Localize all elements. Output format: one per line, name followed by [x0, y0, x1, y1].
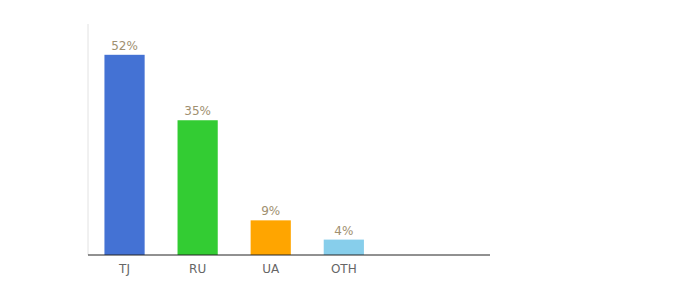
- data-label: 9%: [261, 204, 280, 218]
- x-axis-line: [88, 255, 490, 256]
- chart-container: 52% 35% 9% 4% TJ RU UA OTH: [0, 0, 680, 300]
- x-tick-label: TJ: [118, 262, 130, 276]
- x-tick-labels: TJ RU UA OTH: [118, 262, 357, 276]
- bar: [251, 220, 291, 255]
- data-label: 52%: [111, 39, 138, 53]
- data-labels: 52% 35% 9% 4%: [111, 39, 353, 238]
- chart: 52% 35% 9% 4% TJ RU UA OTH: [0, 0, 680, 300]
- bar: [104, 55, 144, 255]
- bar: [324, 240, 364, 255]
- bars: [104, 55, 363, 255]
- value-range-line: [88, 24, 89, 255]
- bar: [178, 120, 218, 255]
- x-tick-label: RU: [189, 262, 206, 276]
- x-tick-label: UA: [262, 262, 280, 276]
- data-label: 35%: [184, 104, 211, 118]
- data-label: 4%: [334, 224, 353, 238]
- x-tick-label: OTH: [331, 262, 357, 276]
